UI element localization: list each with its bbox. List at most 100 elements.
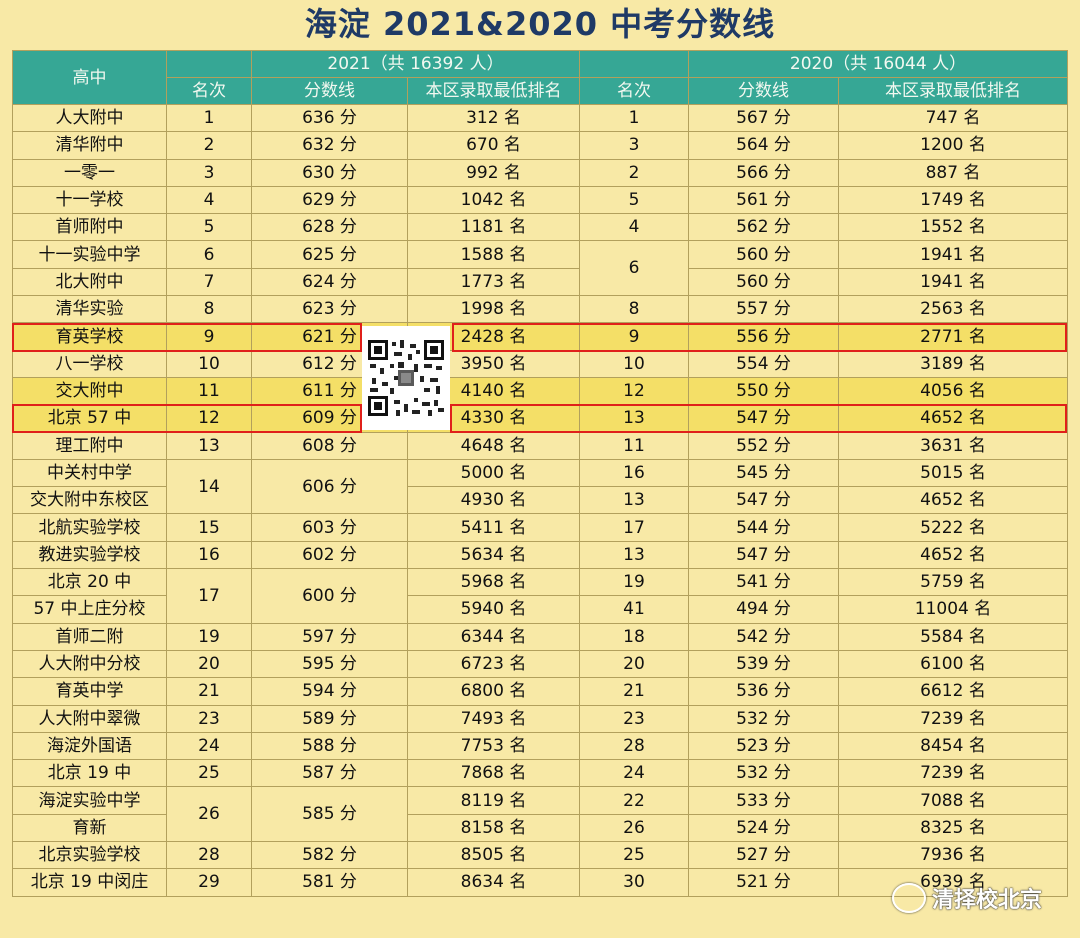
table-row: 理工附中 13 608 分 4648 名 11 552 分 3631 名	[12, 431, 1068, 460]
table-row: 八一学校 10 612 分 3950 名 10 554 分 3189 名	[12, 349, 1068, 378]
district-rank-2021: 5411 名	[407, 513, 580, 542]
district-rank-2021: 8158 名	[407, 813, 580, 843]
score-2020: 562 分	[688, 213, 839, 242]
rank-2021: 21	[166, 677, 252, 706]
school-name: 57 中上庄分校	[12, 595, 167, 624]
rank-2020: 10	[579, 349, 689, 378]
table-row: 交大附中 11 611 分 4140 名 12 550 分 4056 名	[12, 376, 1068, 406]
score-2020: 547 分	[688, 486, 839, 515]
district-rank-2021: 1773 名	[407, 267, 580, 297]
table-row: 北京 20 中 17 600 分 5968 名 19 541 分 5759 名	[12, 568, 1068, 624]
rank-2021: 10	[166, 349, 252, 378]
district-rank-2020: 7936 名	[838, 841, 1068, 870]
score-2021: 628 分	[251, 213, 408, 242]
school-name: 教进实验学校	[12, 540, 167, 570]
school-name: 北航实验学校	[12, 513, 167, 542]
district-rank-2021: 8119 名	[407, 786, 580, 815]
header-district-rank-2020: 本区录取最低排名	[838, 77, 1068, 105]
score-2021: 600 分	[251, 568, 408, 624]
district-rank-2020: 1552 名	[838, 213, 1068, 242]
score-2021: 630 分	[251, 158, 408, 187]
district-rank-2021: 7493 名	[407, 704, 580, 733]
rank-2020: 21	[579, 677, 689, 706]
score-2021: 603 分	[251, 513, 408, 542]
score-2021: 597 分	[251, 622, 408, 651]
score-2020: 560 分	[688, 240, 839, 269]
rank-2021: 11	[166, 376, 252, 406]
score-2020: 564 分	[688, 131, 839, 160]
score-2020: 547 分	[688, 540, 839, 570]
district-rank-2020: 4652 名	[838, 540, 1068, 570]
table-row: 一零一 3 630 分 992 名 2 566 分 887 名	[12, 158, 1068, 187]
school-name: 北京 20 中	[12, 568, 167, 597]
school-name: 人大附中	[12, 103, 167, 133]
table-row: 中关村中学 14 606 分 5000 名 16 545 分 5015 名	[12, 458, 1068, 515]
district-rank-2020: 3631 名	[838, 431, 1068, 460]
school-name: 交大附中	[12, 376, 167, 406]
district-rank-2021: 5940 名	[407, 595, 580, 624]
table-row: 海淀外国语 24 588 分 7753 名 28 523 分 8454 名	[12, 731, 1068, 761]
rank-2021: 26	[166, 786, 252, 843]
rank-2020: 13	[579, 540, 689, 570]
header-year-2020: 2020（共 16044 人）	[688, 50, 1068, 78]
rank-2021: 2	[166, 131, 252, 160]
district-rank-2020: 4652 名	[838, 486, 1068, 515]
score-2020: 544 分	[688, 513, 839, 542]
header-year-2021: 2021（共 16392 人）	[251, 50, 580, 78]
header-score-2020: 分数线	[688, 77, 839, 105]
district-rank-2021: 8634 名	[407, 868, 580, 897]
table-row: 育新 8158 名 26 524 分 8325 名	[12, 813, 1068, 843]
score-table: 高中 2021（共 16392 人） 2020（共 16044 人） 名次 分数…	[12, 50, 1068, 897]
district-rank-2021: 6723 名	[407, 649, 580, 679]
score-2020: 556 分	[688, 322, 839, 351]
table-row: 教进实验学校 16 602 分 5634 名 13 547 分 4652 名	[12, 540, 1068, 570]
school-name: 北京 57 中	[12, 404, 167, 433]
score-2021: 594 分	[251, 677, 408, 706]
header-blank-2021	[166, 50, 252, 78]
score-2020: 539 分	[688, 649, 839, 679]
school-name: 北京 19 中	[12, 759, 167, 788]
district-rank-2020: 1749 名	[838, 185, 1068, 215]
rank-2020: 18	[579, 622, 689, 651]
district-rank-2021: 1181 名	[407, 213, 580, 242]
school-name: 北大附中	[12, 267, 167, 297]
school-name: 十一学校	[12, 185, 167, 215]
rank-2021: 16	[166, 540, 252, 570]
district-rank-2021: 312 名	[407, 103, 580, 133]
school-name: 中关村中学	[12, 458, 167, 488]
district-rank-2020: 5222 名	[838, 513, 1068, 542]
rank-2021: 25	[166, 759, 252, 788]
score-2020: 550 分	[688, 376, 839, 406]
district-rank-2020: 6100 名	[838, 649, 1068, 679]
rank-2020: 28	[579, 731, 689, 761]
score-2021: 624 分	[251, 267, 408, 297]
score-2020: 524 分	[688, 813, 839, 843]
rank-2020: 26	[579, 813, 689, 843]
rank-2021: 24	[166, 731, 252, 761]
district-rank-2021: 5000 名	[407, 458, 580, 488]
rank-2020: 25	[579, 841, 689, 870]
district-rank-2020: 5759 名	[838, 568, 1068, 597]
rank-2021: 9	[166, 322, 252, 351]
score-2021: 623 分	[251, 295, 408, 324]
rank-2021: 13	[166, 431, 252, 460]
district-rank-2020: 6612 名	[838, 677, 1068, 706]
rank-2021: 4	[166, 185, 252, 215]
header-district-rank-2021: 本区录取最低排名	[407, 77, 580, 105]
page-title: 海淀 2021&2020 中考分数线	[304, 5, 776, 43]
district-rank-2021: 5634 名	[407, 540, 580, 570]
rank-2020: 8	[579, 295, 689, 324]
header-rank-2021: 名次	[166, 77, 252, 105]
school-name: 育新	[12, 813, 167, 843]
rank-2020: 12	[579, 376, 689, 406]
score-2020: 536 分	[688, 677, 839, 706]
rank-2020: 23	[579, 704, 689, 733]
district-rank-2020: 7239 名	[838, 704, 1068, 733]
district-rank-2020: 5584 名	[838, 622, 1068, 651]
score-2021: 595 分	[251, 649, 408, 679]
table-row: 清华附中 2 632 分 670 名 3 564 分 1200 名	[12, 131, 1068, 160]
table-row: 人大附中 1 636 分 312 名 1 567 分 747 名	[12, 103, 1068, 133]
table-row: 十一学校 4 629 分 1042 名 5 561 分 1749 名	[12, 185, 1068, 215]
rank-2021: 17	[166, 568, 252, 624]
table-row: 北大附中 7 624 分 1773 名 560 分 1941 名	[12, 267, 1068, 297]
